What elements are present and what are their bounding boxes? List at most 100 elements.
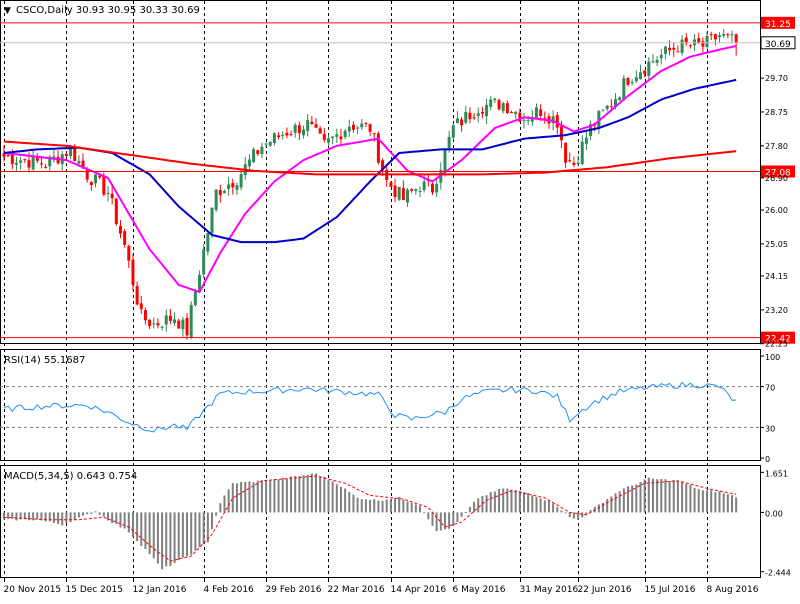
candle-body bbox=[601, 109, 605, 111]
candle-body bbox=[302, 129, 306, 136]
candle-body bbox=[730, 34, 734, 36]
macd-hist-bar bbox=[32, 512, 35, 521]
macd-hist-bar bbox=[572, 512, 575, 519]
candle-body bbox=[272, 133, 276, 143]
candle-body bbox=[663, 46, 667, 54]
candle-body bbox=[252, 149, 256, 163]
macd-hist-bar bbox=[344, 488, 347, 513]
macd-hist-bar bbox=[290, 476, 293, 513]
macd-hist-bar bbox=[335, 484, 338, 513]
candle-body bbox=[48, 156, 52, 167]
candle-body bbox=[676, 51, 680, 53]
candle-body bbox=[713, 34, 717, 40]
macd-hist-bar bbox=[90, 512, 93, 514]
macd-hist-bar bbox=[410, 502, 413, 513]
candle-body bbox=[622, 78, 626, 100]
macd-hist-bar bbox=[639, 481, 642, 513]
rsi-tick-label: 0 bbox=[765, 455, 770, 464]
macd-hist-bar bbox=[127, 512, 130, 533]
candle-body bbox=[77, 160, 81, 164]
macd-hist-bar bbox=[94, 511, 97, 513]
macd-hist-bar bbox=[107, 512, 109, 521]
candle-body bbox=[493, 98, 497, 101]
macd-hist-bar bbox=[385, 499, 388, 513]
candle-body bbox=[335, 134, 339, 137]
macd-hist-bar bbox=[260, 480, 263, 513]
candle-body bbox=[435, 184, 439, 193]
macd-hist-bar bbox=[564, 512, 567, 514]
macd-hist-bar bbox=[635, 484, 638, 513]
candle-body bbox=[510, 112, 514, 114]
macd-hist-bar bbox=[211, 512, 213, 530]
macd-hist-bar bbox=[681, 481, 684, 513]
candle-body bbox=[27, 160, 31, 168]
macd-hist-bar bbox=[647, 477, 650, 513]
macd-hist-bar bbox=[547, 500, 550, 513]
macd-hist-bar bbox=[589, 510, 592, 513]
macd-hist-bar bbox=[40, 512, 43, 521]
macd-hist-bar bbox=[235, 483, 238, 513]
candle-body bbox=[397, 186, 401, 200]
candle-body bbox=[64, 153, 68, 157]
macd-hist-bar bbox=[606, 499, 609, 513]
macd-hist-bar bbox=[86, 512, 89, 515]
macd-hist-bar bbox=[597, 504, 600, 513]
macd-hist-bar bbox=[518, 490, 521, 513]
macd-hist-bar bbox=[11, 512, 14, 519]
price-level-label: 27.08 bbox=[765, 169, 791, 179]
macd-hist-bar bbox=[115, 512, 118, 524]
macd-hist-bar bbox=[448, 512, 451, 529]
candle-body bbox=[381, 160, 385, 171]
macd-hist-bar bbox=[219, 503, 222, 513]
macd-hist-bar bbox=[111, 512, 114, 523]
candle-body bbox=[414, 189, 418, 191]
candle-body bbox=[697, 38, 701, 44]
macd-hist-bar bbox=[23, 512, 26, 520]
candle-body bbox=[559, 126, 563, 141]
macd-hist-bar bbox=[61, 512, 64, 526]
current-price-label: 30.69 bbox=[765, 40, 791, 50]
candle-body bbox=[306, 120, 310, 132]
rsi-line bbox=[3, 381, 737, 433]
candle-body bbox=[206, 232, 210, 252]
candle-body bbox=[168, 315, 172, 321]
macd-hist-bar bbox=[244, 481, 247, 513]
macd-tick-label: 1.651 bbox=[765, 469, 788, 478]
candle-body bbox=[339, 136, 343, 140]
macd-hist-bar bbox=[535, 496, 538, 513]
macd-hist-bar bbox=[102, 512, 105, 517]
candle-body bbox=[480, 112, 484, 114]
macd-hist-bar bbox=[389, 499, 392, 513]
price-tick-label: 23.20 bbox=[765, 306, 788, 315]
macd-hist-bar bbox=[523, 492, 525, 513]
candle-body bbox=[376, 133, 380, 163]
candle-body bbox=[584, 137, 588, 144]
macd-hist-bar bbox=[493, 491, 496, 513]
candle-body bbox=[231, 183, 235, 188]
time-tick-label: 22 Jun 2016 bbox=[578, 585, 632, 595]
candle-body bbox=[89, 182, 93, 186]
candle-body bbox=[580, 141, 584, 165]
macd-hist-bar bbox=[498, 488, 501, 513]
macd-hist-bar bbox=[152, 512, 155, 559]
macd-hist-bar bbox=[473, 501, 476, 513]
macd-hist-bar bbox=[352, 494, 355, 513]
candle-body bbox=[597, 111, 601, 128]
collapse-arrow-icon[interactable]: ▼ bbox=[4, 6, 11, 16]
macd-hist-bar bbox=[543, 500, 546, 513]
macd-hist-bar bbox=[356, 497, 359, 513]
time-tick-label: 4 Feb 2016 bbox=[204, 585, 255, 595]
candle-body bbox=[156, 323, 160, 326]
macd-hist-bar bbox=[82, 512, 85, 516]
candle-body bbox=[659, 54, 663, 59]
macd-hist-bar bbox=[165, 512, 168, 567]
macd-hist-bar bbox=[248, 481, 251, 513]
candle-body bbox=[189, 304, 193, 338]
macd-hist-bar bbox=[651, 478, 654, 513]
macd-hist-bar bbox=[369, 499, 372, 513]
vertical-grid bbox=[4, 1, 708, 577]
macd-hist-bar bbox=[69, 512, 72, 523]
candle-body bbox=[543, 117, 547, 119]
macd-hist-bar bbox=[423, 512, 426, 514]
price-level-label: 22.42 bbox=[765, 335, 791, 345]
